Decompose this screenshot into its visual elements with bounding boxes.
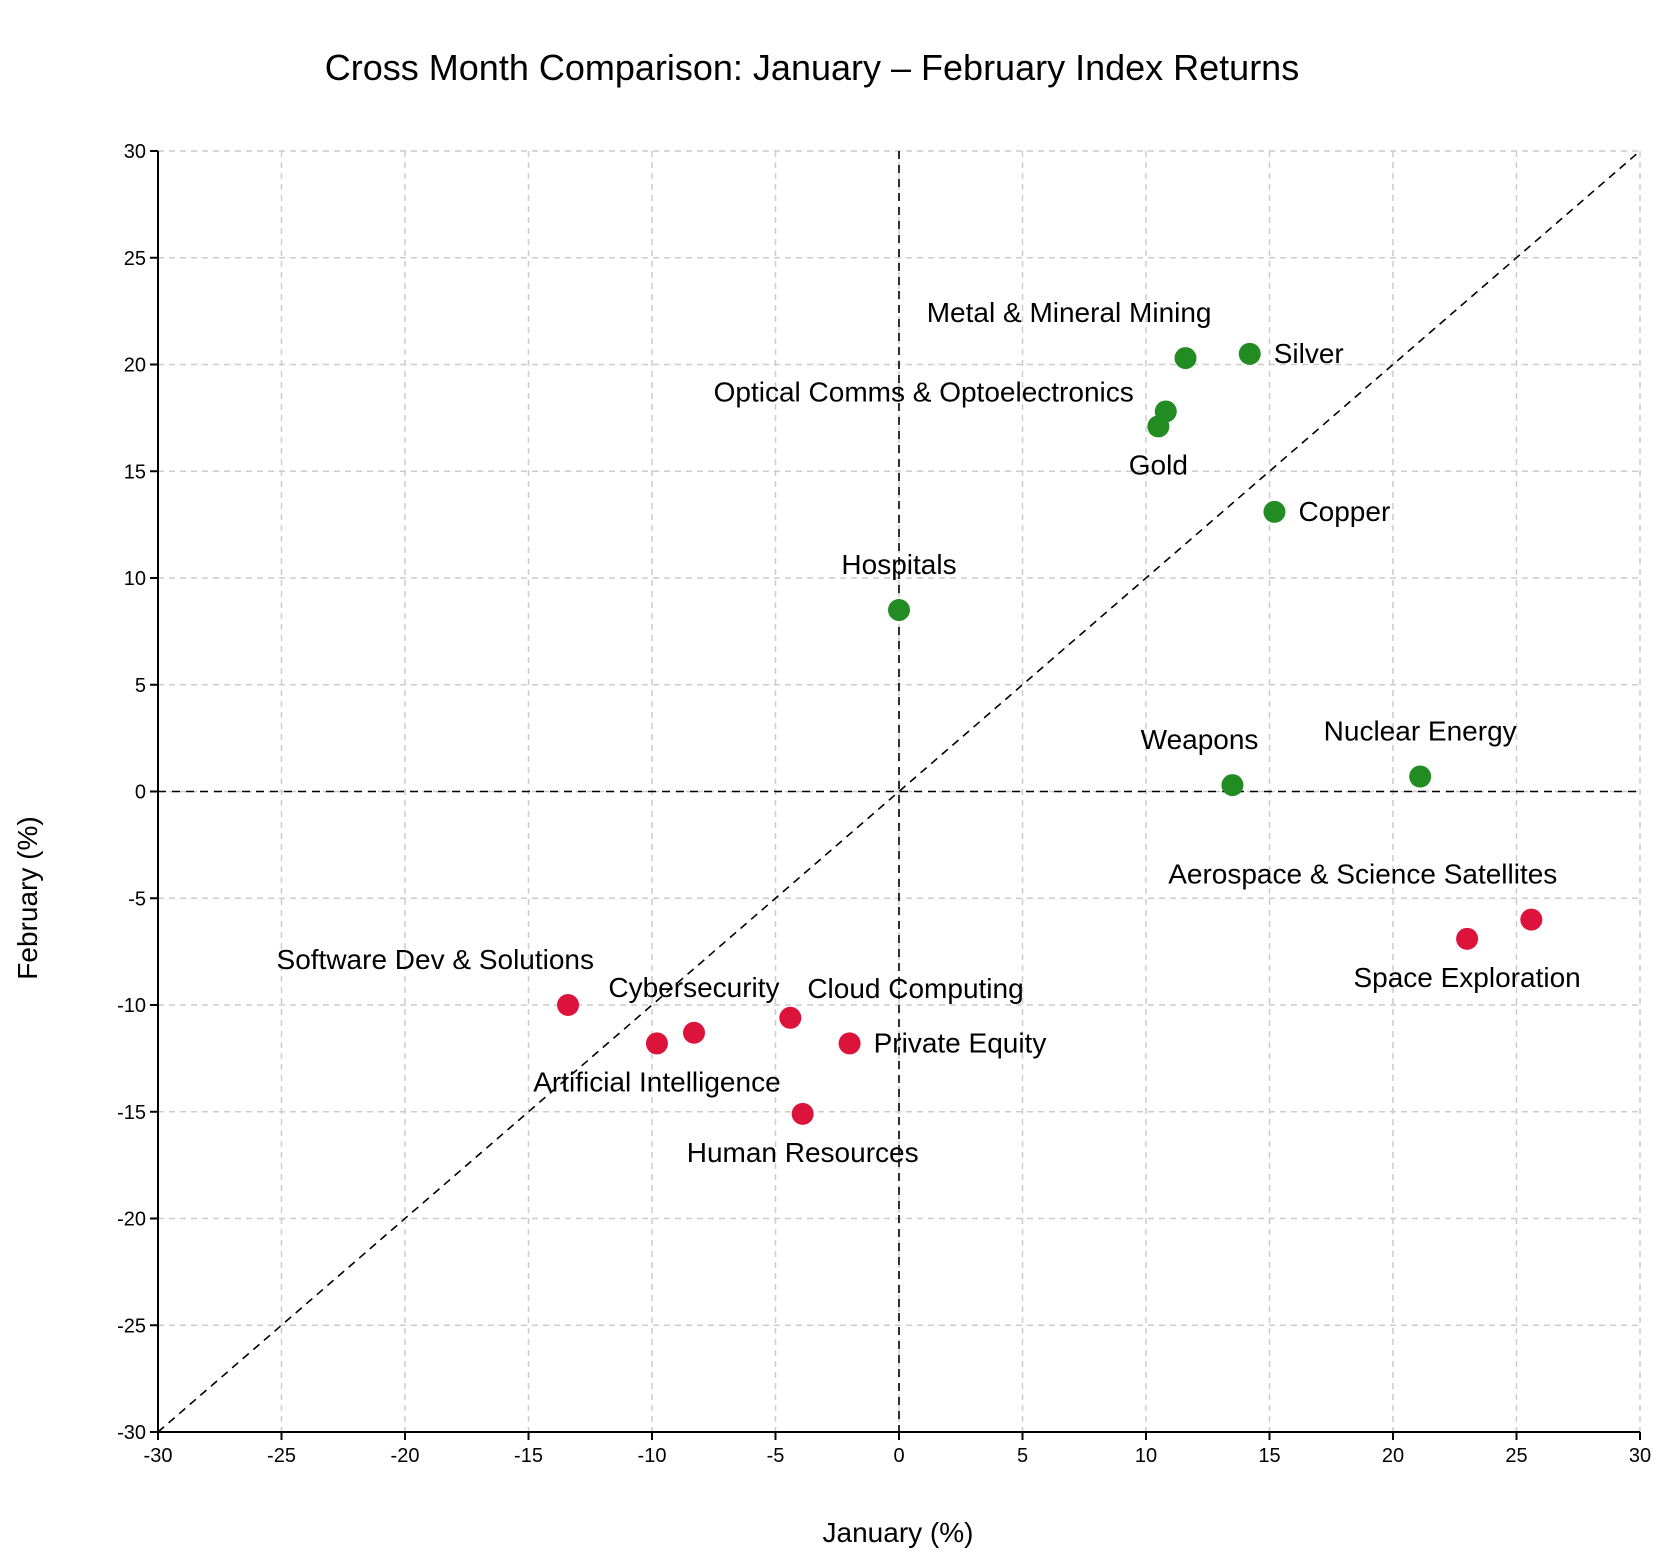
data-point-label: Copper — [1298, 496, 1390, 527]
axes: -30 -25 -20 -15 -10 -5 0 5 10 15 20 25 30 -30 -25 -20 -1… — [117, 141, 1651, 1467]
point-labels: Metal & Mineral Mining Silver Optical Comm… — [277, 297, 1581, 1168]
data-point-label: Software Dev & Solutions — [277, 944, 595, 975]
data-point-label: Aerospace & Science Satellites — [1168, 859, 1557, 890]
y-tick-label: 5 — [135, 675, 146, 697]
y-tick-label: 15 — [124, 461, 146, 483]
chart-title: Cross Month Comparison: January – Februa… — [325, 47, 1299, 88]
data-point — [779, 1006, 802, 1029]
data-point — [1456, 927, 1479, 950]
y-tick-label: -5 — [128, 888, 146, 910]
data-point — [1147, 415, 1170, 438]
data-point — [791, 1102, 814, 1125]
data-point — [557, 994, 580, 1016]
y-axis-label: February (%) — [12, 816, 43, 979]
x-tick-label: -15 — [514, 1445, 543, 1467]
data-point — [1263, 500, 1286, 523]
y-tick-label: 10 — [124, 568, 146, 590]
reference-lines — [157, 150, 1641, 1433]
data-point — [1409, 765, 1432, 788]
data-point-label: Private Equity — [874, 1027, 1047, 1058]
data-point-label: Space Exploration — [1353, 962, 1580, 993]
x-tick-label: 25 — [1505, 1445, 1527, 1467]
y-tick-label: 20 — [124, 355, 146, 377]
data-point-label: Metal & Mineral Mining — [927, 297, 1212, 328]
y-tick-label: 25 — [124, 248, 146, 270]
x-tick-label: 0 — [893, 1445, 904, 1467]
x-tick-label: 10 — [1135, 1445, 1157, 1467]
diagonal-reference-line — [157, 150, 1641, 1433]
data-point-label: Optical Comms & Optoelectronics — [714, 376, 1134, 407]
data-point-label: Silver — [1274, 338, 1344, 369]
y-tick-label: -10 — [117, 995, 146, 1017]
data-point — [838, 1032, 861, 1055]
data-point-label: Human Resources — [687, 1137, 919, 1168]
data-point — [645, 1032, 668, 1055]
data-point — [1520, 908, 1543, 931]
y-tick-label: -30 — [117, 1422, 146, 1444]
data-point-label: Cloud Computing — [807, 973, 1023, 1004]
x-tick-label: 5 — [1017, 1445, 1028, 1467]
x-tick-label: -25 — [267, 1445, 296, 1467]
data-point — [1238, 342, 1261, 365]
grid-layer — [158, 150, 1641, 1432]
data-point — [1221, 774, 1244, 797]
x-tick-label: -30 — [144, 1445, 173, 1467]
x-tick-label: 30 — [1629, 1445, 1651, 1467]
x-tick-label: -10 — [638, 1445, 667, 1467]
y-tick-label: -20 — [117, 1209, 146, 1231]
data-point-label: Weapons — [1141, 724, 1259, 755]
x-tick-label: -20 — [391, 1445, 420, 1467]
data-point-label: Artificial Intelligence — [533, 1066, 780, 1097]
x-axis-label: January (%) — [823, 1517, 974, 1548]
x-tick-label: 15 — [1258, 1445, 1280, 1467]
data-point-label: Hospitals — [841, 549, 956, 580]
data-points — [557, 342, 1543, 1125]
y-tick-label: -25 — [117, 1315, 146, 1337]
data-point-label: Cybersecurity — [608, 972, 779, 1003]
x-tick-label: -5 — [767, 1445, 785, 1467]
x-tick-label: 20 — [1382, 1445, 1404, 1467]
y-tick-label: -15 — [117, 1102, 146, 1124]
data-point-label: Nuclear Energy — [1324, 716, 1517, 747]
data-point — [1174, 347, 1197, 370]
y-tick-label: 30 — [124, 141, 146, 163]
y-tick-label: 0 — [135, 782, 146, 804]
data-point — [888, 599, 910, 622]
data-point — [682, 1021, 705, 1044]
data-point-label: Gold — [1129, 449, 1188, 480]
